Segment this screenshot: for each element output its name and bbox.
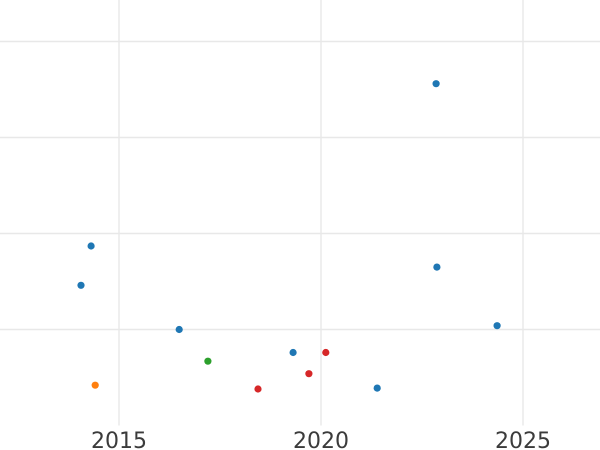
- data-point-red: [322, 348, 330, 357]
- x-tick-label: 2015: [91, 429, 147, 450]
- data-point-red: [305, 370, 313, 378]
- data-point-blue: [175, 325, 183, 334]
- data-point-green: [204, 357, 212, 365]
- data-point-orange: [91, 381, 99, 389]
- data-point-blue: [373, 384, 381, 392]
- x-tick-label: 2025: [495, 429, 551, 450]
- data-point-blue: [87, 242, 95, 250]
- data-point-blue: [433, 263, 441, 271]
- data-point-blue: [289, 348, 297, 357]
- data-point-blue: [432, 80, 440, 88]
- data-point-blue: [77, 281, 85, 289]
- x-tick-label: 2020: [293, 429, 349, 450]
- data-point-blue: [493, 322, 501, 330]
- data-point-red: [254, 385, 262, 393]
